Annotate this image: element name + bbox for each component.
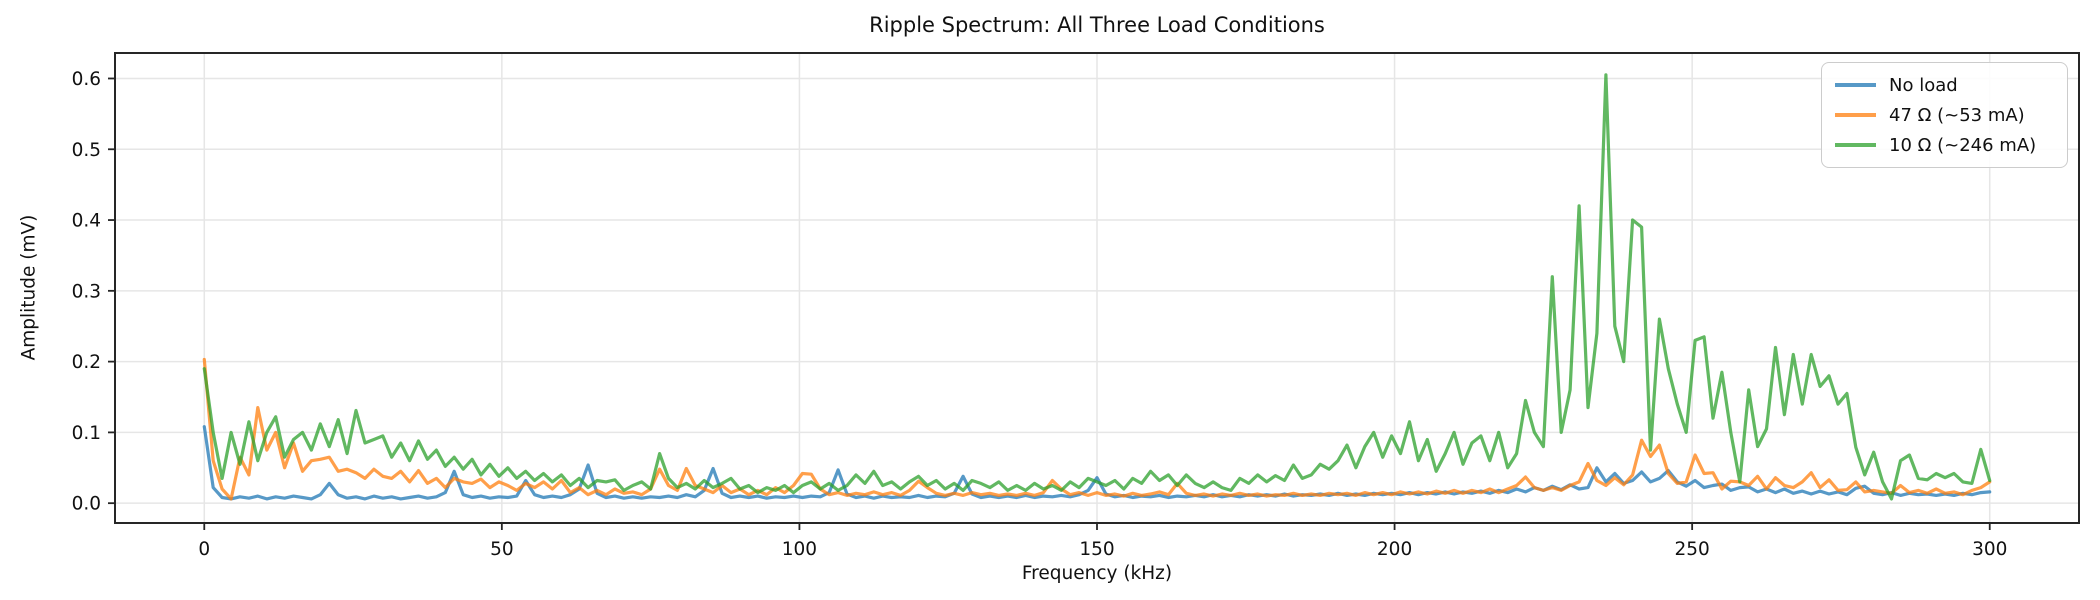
plot-area-border [114, 52, 2080, 524]
legend-line-sample-no-load [1835, 83, 1876, 87]
y-tick-label: 0.0 [72, 494, 101, 515]
y-axis-title: Amplitude (mV) [18, 214, 40, 361]
legend-item-no-load: No load [1835, 70, 2054, 100]
series-line-47-53-ma [202, 357, 1992, 501]
x-tick-label: 0 [198, 539, 210, 560]
series-lines [202, 73, 1992, 501]
y-tick-label: 0.5 [72, 140, 101, 161]
y-tick-label: 0.1 [72, 423, 101, 444]
x-tick-label: 250 [1674, 539, 1709, 560]
legend-line-sample-10-ohm [1835, 143, 1876, 147]
y-tick-label: 0.4 [72, 211, 101, 232]
x-tick-label: 150 [1079, 539, 1114, 560]
y-tick-label: 0.3 [72, 281, 101, 302]
y-tick-label: 0.2 [72, 352, 101, 373]
x-tick-label: 300 [1972, 539, 2007, 560]
legend: No load 47 Ω (~53 mA) 10 Ω (~246 mA) [1821, 62, 2068, 168]
x-axis-title: Frequency (kHz) [1021, 563, 1173, 584]
grid [115, 53, 2079, 523]
x-axis-ticks: 0 50 100 150 200 250 300 [198, 523, 2007, 560]
legend-label-10-ohm: 10 Ω (~246 mA) [1889, 134, 2037, 156]
y-axis-ticks: 0.0 0.1 0.2 0.3 0.4 0.5 0.6 [72, 69, 115, 515]
series-line-10-246-ma [202, 73, 1992, 501]
legend-item-10-ohm: 10 Ω (~246 mA) [1835, 130, 2054, 160]
y-tick-label: 0.6 [72, 69, 101, 90]
x-tick-label: 50 [490, 539, 514, 560]
legend-label-47-ohm: 47 Ω (~53 mA) [1889, 104, 2025, 126]
x-tick-label: 100 [782, 539, 817, 560]
chart-title: Ripple Spectrum: All Three Load Conditio… [869, 13, 1325, 37]
x-tick-label: 200 [1377, 539, 1412, 560]
legend-line-sample-47-ohm [1835, 113, 1876, 117]
legend-item-47-ohm: 47 Ω (~53 mA) [1835, 100, 2054, 130]
series-line-no-load [202, 425, 1992, 501]
legend-label-no-load: No load [1889, 74, 1958, 96]
